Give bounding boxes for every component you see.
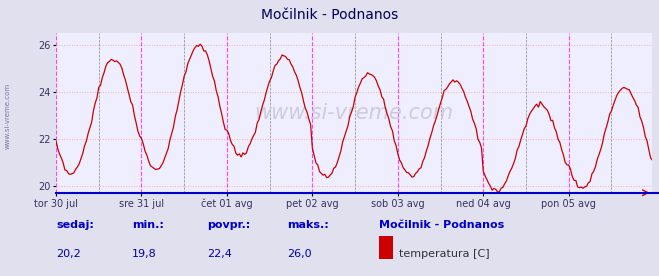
Text: povpr.:: povpr.: bbox=[208, 220, 251, 230]
Text: 22,4: 22,4 bbox=[208, 249, 233, 259]
Text: www.si-vreme.com: www.si-vreme.com bbox=[254, 103, 454, 123]
Text: 20,2: 20,2 bbox=[56, 249, 81, 259]
Text: sedaj:: sedaj: bbox=[56, 220, 94, 230]
Text: min.:: min.: bbox=[132, 220, 163, 230]
Text: www.si-vreme.com: www.si-vreme.com bbox=[5, 83, 11, 149]
Text: temperatura [C]: temperatura [C] bbox=[399, 249, 490, 259]
Text: 26,0: 26,0 bbox=[287, 249, 311, 259]
Text: Močilnik - Podnanos: Močilnik - Podnanos bbox=[261, 8, 398, 22]
Text: maks.:: maks.: bbox=[287, 220, 328, 230]
Text: 19,8: 19,8 bbox=[132, 249, 157, 259]
Text: Močilnik - Podnanos: Močilnik - Podnanos bbox=[379, 220, 504, 230]
